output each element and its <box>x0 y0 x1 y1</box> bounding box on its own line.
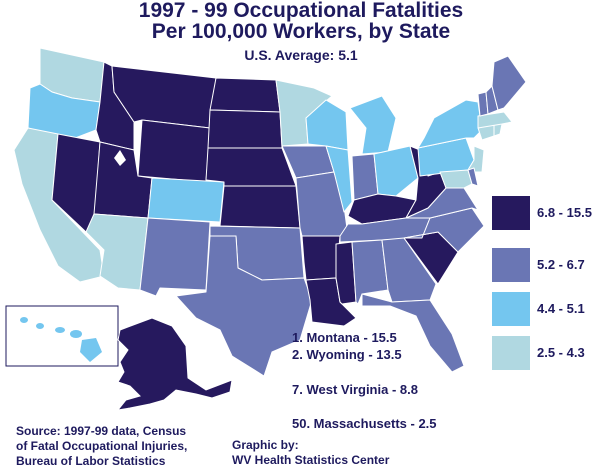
state-DE <box>467 167 479 187</box>
state-NE <box>205 147 297 187</box>
source-note: Source: 1997-99 data, Census of Fatal Oc… <box>16 424 187 469</box>
state-AK <box>116 317 233 411</box>
state-FL <box>361 293 465 373</box>
state-OH <box>373 145 419 197</box>
state-CO <box>147 177 225 223</box>
source-line2: of Fatal Occupational Injuries, <box>16 439 188 453</box>
state-IL <box>325 145 353 213</box>
state-MI <box>349 95 397 155</box>
credit-note: Graphic by: WV Health Statistics Center <box>232 438 389 468</box>
state-IN <box>351 153 379 201</box>
state-KS <box>219 185 301 229</box>
state-NM <box>139 217 211 297</box>
state-WY <box>137 119 211 183</box>
state-NY <box>417 99 483 149</box>
state-SD <box>207 109 283 149</box>
source-line3: Bureau of Labor Statistics <box>16 454 166 468</box>
state-TX <box>175 235 313 377</box>
state-MA <box>477 111 513 129</box>
state-ND <box>209 77 281 113</box>
credit-line1: Graphic by: <box>232 438 299 452</box>
state-RI <box>493 123 503 137</box>
legend-swatch-6.8-15.5 <box>492 196 530 230</box>
state-AR <box>301 235 341 281</box>
rank-massachusetts: 50. Massachusetts - 2.5 <box>292 416 437 431</box>
map-title-line2: Per 100,000 Workers, by State <box>151 20 451 43</box>
legend-label-2.5-4.3: 2.5 - 4.3 <box>537 345 585 360</box>
legend-label-6.8-15.5: 6.8 - 15.5 <box>537 205 592 220</box>
state-HI <box>20 317 102 362</box>
rank-wyoming: 2. Wyoming - 13.5 <box>292 347 402 362</box>
source-line1: Source: 1997-99 data, Census <box>16 424 187 438</box>
legend-swatch-5.2-6.7 <box>492 248 530 282</box>
state-ME <box>491 55 527 111</box>
credit-line2: WV Health Statistics Center <box>232 453 390 467</box>
legend-label-5.2-6.7: 5.2 - 6.7 <box>537 257 585 272</box>
us-average-label: U.S. Average: 5.1 <box>244 47 358 63</box>
legend-swatch-2.5-4.3 <box>492 336 530 370</box>
state-AL <box>351 239 389 305</box>
state-MD <box>439 169 473 189</box>
rank-west-virginia: 7. West Virginia - 8.8 <box>292 382 418 397</box>
inset-frame <box>5 305 119 367</box>
legend-swatch-4.4-5.1 <box>492 292 530 326</box>
legend-label-4.4-5.1: 4.4 - 5.1 <box>537 301 585 316</box>
rank-montana: 1. Montana - 15.5 <box>292 330 397 345</box>
map-detail-white-patch <box>114 150 126 166</box>
map-title-line1: 1997 - 99 Occupational Fatalities <box>138 0 464 22</box>
